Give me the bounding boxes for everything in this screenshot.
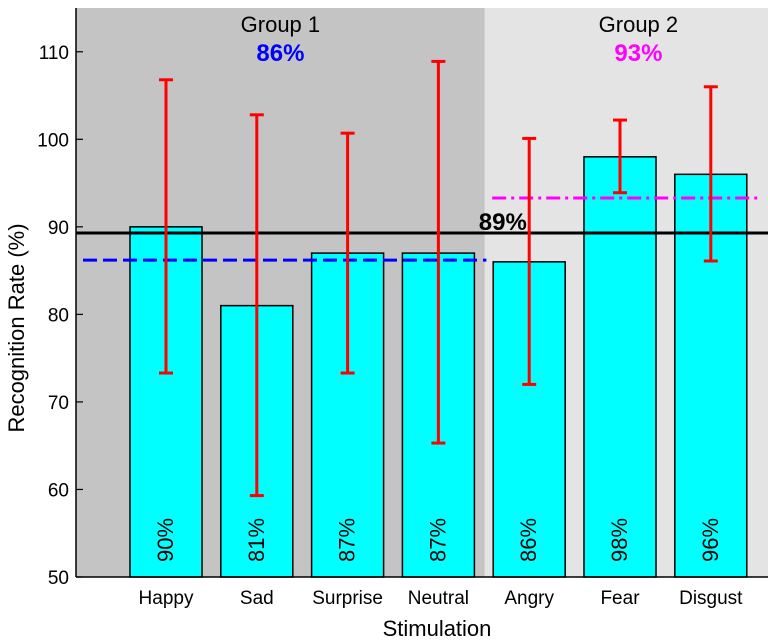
group-1-title: Group 1 xyxy=(241,12,321,37)
overall-mean-label: 89% xyxy=(479,209,527,236)
value-label-sad: 81% xyxy=(244,518,269,562)
x-tick-label-surprise: Surprise xyxy=(312,588,383,609)
x-tick-label-angry: Angry xyxy=(504,588,554,609)
error-bar-sad xyxy=(249,113,264,498)
error-bar-surprise xyxy=(340,131,355,375)
group-2-title: Group 2 xyxy=(599,12,679,37)
axes-layer: 50 60 70 80 90 100 110 Happy Sad Surprise Neutral A… xyxy=(37,8,768,609)
value-label-happy: 90% xyxy=(153,518,178,562)
y-tick-label: 80 xyxy=(48,305,69,326)
error-bar-disgust xyxy=(703,85,718,263)
value-label-neutral: 87% xyxy=(425,518,450,562)
value-label-disgust: 96% xyxy=(698,518,723,562)
error-bar-angry xyxy=(522,136,537,386)
x-axis-title: Stimulation xyxy=(383,616,492,641)
error-bar-neutral xyxy=(431,59,446,445)
bar-fear xyxy=(583,156,657,578)
value-label-angry: 86% xyxy=(516,518,541,562)
error-bar-happy xyxy=(159,78,173,375)
x-tick-label-fear: Fear xyxy=(600,588,640,609)
error-bar-fear xyxy=(613,118,627,195)
y-tick-label: 60 xyxy=(48,480,69,501)
error-bars-layer xyxy=(159,59,718,498)
value-label-surprise: 87% xyxy=(335,518,360,562)
x-tick-label-happy: Happy xyxy=(139,588,194,609)
group-1-mean-label: 86% xyxy=(256,40,304,67)
y-tick-label: 70 xyxy=(48,393,69,414)
y-tick-label: 110 xyxy=(39,43,69,64)
x-tick-label-neutral: Neutral xyxy=(408,588,469,609)
value-label-fear: 98% xyxy=(607,518,632,562)
x-tick-label-sad: Sad xyxy=(240,588,274,609)
labels-layer: Group 1 86% Group 2 93% 89% 90% 81% 87% 87% 86% 98… xyxy=(153,12,723,562)
y-tick-label: 90 xyxy=(48,218,69,239)
y-axis-title: Recognition Rate (%) xyxy=(4,223,29,432)
mean-lines-layer xyxy=(76,196,768,262)
x-tick-label-disgust: Disgust xyxy=(679,588,743,609)
y-tick-label: 50 xyxy=(48,568,69,589)
y-tick-label: 100 xyxy=(37,130,69,151)
group-2-mean-label: 93% xyxy=(614,40,662,67)
